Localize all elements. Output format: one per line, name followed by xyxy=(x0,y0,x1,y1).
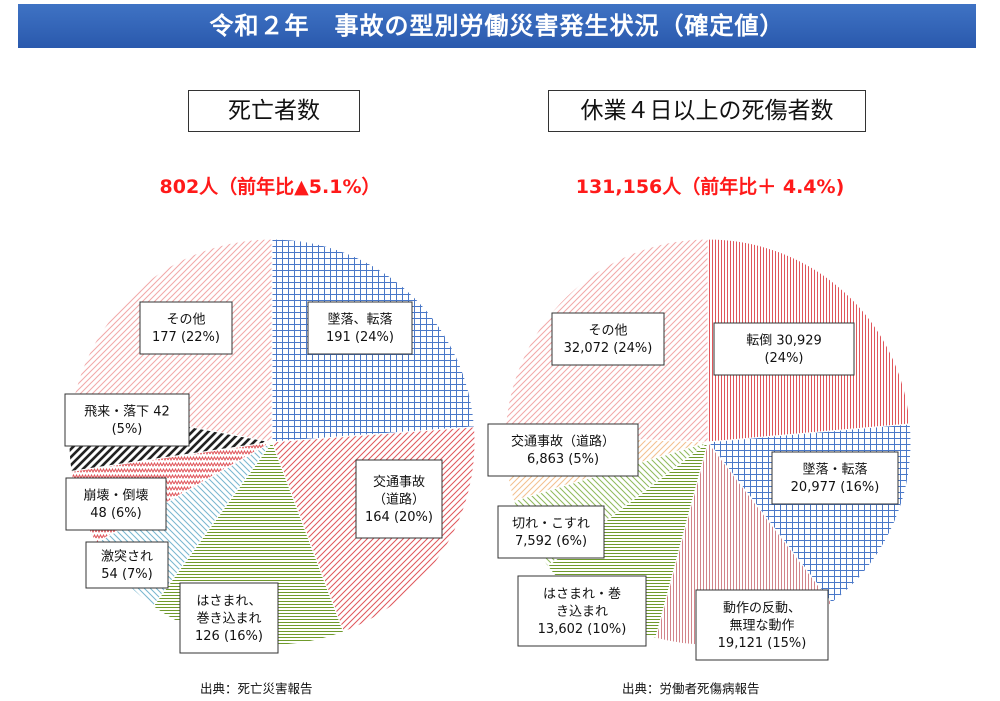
slice-label-text: 20,977 (16%) xyxy=(791,480,880,495)
slice-label-text: き込まれ xyxy=(556,604,608,619)
slice-label-text: 巻き込まれ xyxy=(196,611,261,626)
slice-label-text: 177 (22%) xyxy=(152,330,220,345)
slice-label: 崩壊・倒壊 48 (6%) xyxy=(65,477,167,531)
slice-label-text: 191 (24%) xyxy=(326,330,394,345)
slice-label-text: 動作の反動、 xyxy=(723,601,801,616)
slice-label-text: （道路） xyxy=(373,491,425,507)
slice-label-text: (24%) xyxy=(764,351,803,366)
slice-label-text: 48 (6%) xyxy=(90,506,141,521)
chart-title-injuries: 休業４日以上の死傷者数 xyxy=(548,90,866,132)
slice-label-text: 19,121 (15%) xyxy=(718,636,807,651)
deaths-source: 出典：死亡災害報告 xyxy=(200,681,313,696)
slice-label: その他 32,072 (24%) xyxy=(551,312,665,366)
slice-label: 転倒 30,929 (24%) xyxy=(713,322,855,376)
slice-label: 交通事故（道路） 164 (20%) xyxy=(355,459,443,539)
slice-label: 墜落、転落 191 (24%) xyxy=(307,301,413,355)
slice-label: 交通事故（道路） 6,863 (5%) xyxy=(487,423,639,477)
slice-label-text: 164 (20%) xyxy=(365,510,433,525)
slice-label: 墜落・転落 20,977 (16%) xyxy=(771,451,899,505)
page-header: 令和２年 事故の型別労働災害発生状況（確定値） xyxy=(18,4,976,48)
injuries-total: 131,156人（前年比＋ 4.4%) xyxy=(575,176,845,198)
slice-label-text: 崩壊・倒壊 xyxy=(83,489,148,504)
slice-label-text: はさまれ・巻 xyxy=(543,587,621,602)
slice-label-text: 交通事故 xyxy=(373,474,425,490)
slice-label-text: その他 xyxy=(588,324,627,339)
injuries-source: 出典：労働者死傷病報告 xyxy=(622,681,760,696)
slice-label-text: 交通事故（道路） xyxy=(511,434,615,450)
slice-label-text: 32,072 (24%) xyxy=(564,341,653,356)
chart-title-deaths: 死亡者数 xyxy=(188,90,360,132)
slice-label-text: その他 xyxy=(166,313,205,328)
slice-label-text: 無理な動作 xyxy=(729,618,794,633)
slice-label-text: 激突され xyxy=(101,549,153,565)
slice-label: はさまれ・巻き込まれ 13,602 (10%) xyxy=(517,575,647,647)
slice-label-text: 飛来・落下 42 xyxy=(84,405,170,420)
slice-label-text: 墜落、転落 xyxy=(327,312,392,328)
slice-label: 激突され 54 (7%) xyxy=(85,541,169,589)
slice-label-text: 13,602 (10%) xyxy=(538,622,627,637)
slice-label: 動作の反動、無理な動作 19,121 (15%) xyxy=(695,589,829,661)
slice-label-text: 6,863 (5%) xyxy=(527,452,599,467)
slice-label-text: はさまれ、 xyxy=(196,594,261,609)
slice-label: はさまれ、巻き込まれ 126 (16%) xyxy=(179,582,279,654)
slice-label-text: 126 (16%) xyxy=(195,629,263,644)
slice-label-text: 54 (7%) xyxy=(101,567,152,582)
slice-label: その他 177 (22%) xyxy=(139,301,233,355)
slice-label-text: 切れ・こすれ xyxy=(512,517,590,532)
slice-label-text: 転倒 30,929 xyxy=(746,334,822,349)
deaths-total: 802人（前年比▲5.1%） xyxy=(159,176,381,198)
slice-label: 飛来・落下 42 (5%) xyxy=(64,393,190,447)
slice-label: 切れ・こすれ 7,592 (6%) xyxy=(497,505,605,559)
slice-label-text: 墜落・転落 xyxy=(802,462,867,478)
slice-label-text: (5%) xyxy=(112,422,143,437)
slice-label-text: 7,592 (6%) xyxy=(515,534,587,549)
